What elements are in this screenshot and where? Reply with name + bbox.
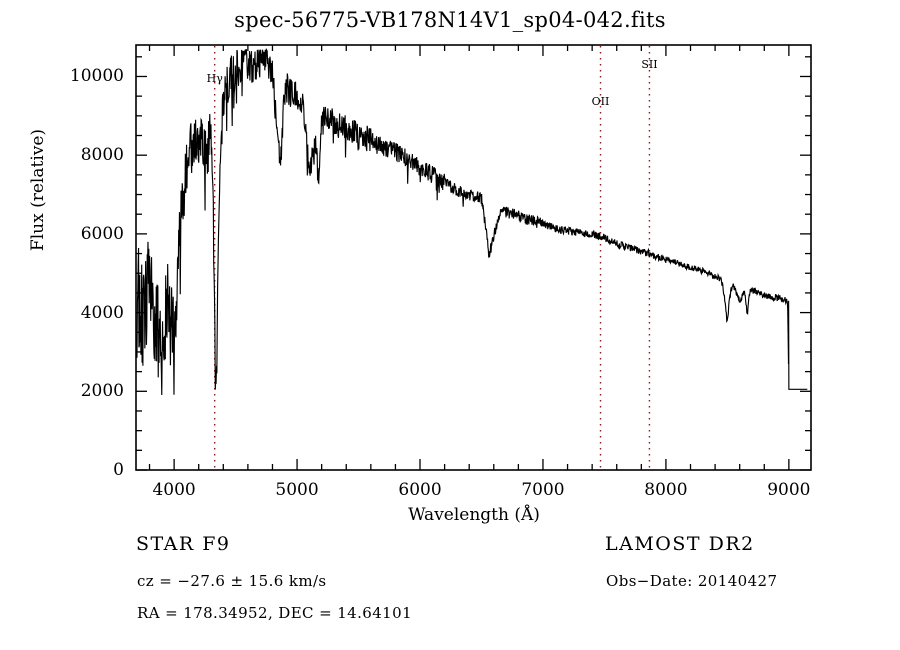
spectral-line-label-SII: SII: [641, 58, 658, 71]
spectrum-trace: [136, 47, 808, 395]
x-tick-label-8000: 8000: [644, 480, 688, 500]
y-tick-label-10000: 10000: [69, 66, 124, 87]
y-tick-label-0: 0: [113, 460, 124, 480]
obs-date-label: Obs−Date: 20140427: [606, 572, 778, 590]
y-tick-label-8000: 8000: [80, 145, 124, 166]
x-tick-label-5000: 5000: [275, 480, 319, 500]
x-tick-label-4000: 4000: [152, 480, 196, 500]
x-tick-label-6000: 6000: [398, 480, 442, 500]
y-tick-label-6000: 6000: [80, 223, 124, 244]
survey-label: LAMOST DR2: [605, 533, 755, 555]
coordinates-label: RA = 178.34952, DEC = 14.64101: [137, 604, 413, 622]
x-tick-label-7000: 7000: [521, 480, 565, 500]
spectral-line-label-OII: OII: [591, 95, 610, 108]
y-axis-label: Flux (relative): [28, 128, 48, 252]
spectral-line-label-H: Hγ: [206, 72, 223, 85]
y-tick-label-4000: 4000: [80, 302, 124, 323]
page-title: spec-56775-VB178N14V1_sp04-042.fits: [234, 8, 666, 32]
redshift-velocity-label: cz = −27.6 ± 15.6 km/s: [137, 572, 327, 590]
spectral-line-markers: [213, 46, 651, 469]
y-tick-label-2000: 2000: [80, 381, 124, 402]
object-class-label: STAR F9: [136, 533, 231, 555]
x-tick-label-9000: 9000: [767, 480, 811, 500]
axis-ticks: [136, 45, 811, 471]
plot-frame: [135, 44, 812, 471]
x-axis-label: Wavelength (Å): [408, 505, 540, 525]
